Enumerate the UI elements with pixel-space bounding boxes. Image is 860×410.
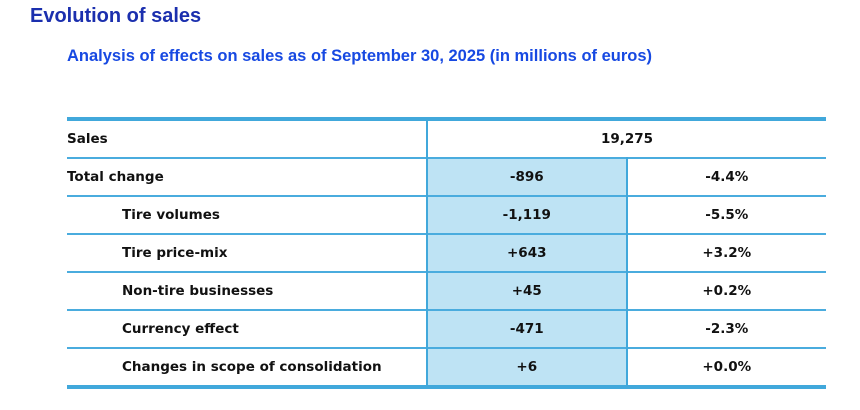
row-value: -1,119: [426, 196, 627, 234]
row-label: Currency effect: [122, 321, 239, 337]
row-value: +6: [426, 348, 627, 387]
row-value: -896: [426, 158, 627, 196]
row-value: +45: [426, 272, 627, 310]
row-label: Changes in scope of consolidation: [122, 359, 382, 375]
row-label: Total change: [67, 169, 164, 185]
table-row: Currency effect -471 -2.3%: [67, 310, 826, 348]
row-percent: +3.2%: [625, 234, 826, 272]
page-subtitle: Analysis of effects on sales as of Septe…: [67, 47, 653, 65]
row-percent: +0.0%: [625, 348, 826, 387]
row-percent: -2.3%: [625, 310, 826, 348]
row-percent: +0.2%: [625, 272, 826, 310]
sales-effects-table: Sales 19,275 Total change -896 -4.4% Tir…: [67, 117, 826, 389]
table-row: Tire volumes -1,119 -5.5%: [67, 196, 826, 234]
row-label: Tire volumes: [122, 207, 220, 223]
table-row: Total change -896 -4.4%: [67, 158, 826, 196]
table-row: Non-tire businesses +45 +0.2%: [67, 272, 826, 310]
table-row: Changes in scope of consolidation +6 +0.…: [67, 348, 826, 387]
page-title: Evolution of sales: [30, 5, 202, 27]
row-percent: -4.4%: [625, 158, 826, 196]
row-label: Sales: [67, 131, 108, 147]
table-row: Tire price-mix +643 +3.2%: [67, 234, 826, 272]
row-label: Non-tire businesses: [122, 283, 274, 299]
row-percent: -5.5%: [625, 196, 826, 234]
row-value: -471: [426, 310, 627, 348]
row-value: 19,275: [426, 119, 826, 158]
row-value: +643: [426, 234, 627, 272]
table-row-sales: Sales 19,275: [67, 119, 826, 158]
row-label: Tire price-mix: [122, 245, 228, 261]
